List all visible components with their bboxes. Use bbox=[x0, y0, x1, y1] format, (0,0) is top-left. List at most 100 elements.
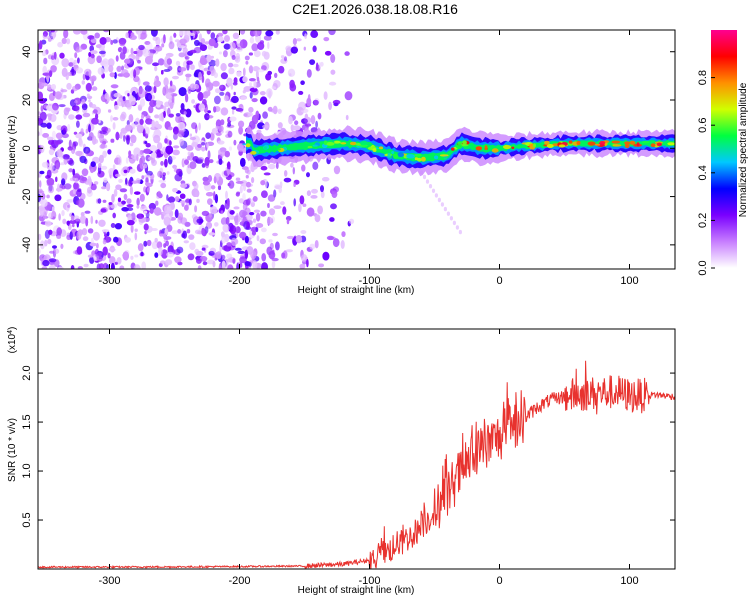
heatmap-cell bbox=[168, 140, 172, 146]
heatmap-cell bbox=[65, 107, 71, 112]
heatmap-cell bbox=[202, 261, 208, 266]
heatmap-cell bbox=[172, 149, 180, 156]
heatmap-cell bbox=[250, 165, 255, 173]
heatmap-cell bbox=[177, 261, 183, 266]
heatmap-cell bbox=[123, 169, 128, 174]
heatmap-cell bbox=[118, 37, 127, 45]
heatmap-cell bbox=[284, 56, 287, 62]
heatmap-cell bbox=[112, 117, 119, 121]
heatmap-cell bbox=[187, 155, 191, 161]
heatmap-cell bbox=[136, 213, 144, 219]
heatmap-cell bbox=[148, 105, 154, 114]
heatmap-cell bbox=[71, 105, 80, 112]
heatmap-cell bbox=[261, 190, 268, 198]
heatmap-cell bbox=[146, 239, 152, 247]
heatmap-cell bbox=[81, 168, 89, 177]
heatmap-cell bbox=[238, 126, 244, 135]
heatmap-cell bbox=[263, 35, 272, 41]
heatmap-cell bbox=[187, 86, 192, 94]
heatmap-cell bbox=[242, 183, 247, 192]
heatmap-cell bbox=[332, 99, 341, 105]
heatmap-cell bbox=[177, 212, 184, 221]
heatmap-hotspot bbox=[576, 140, 581, 146]
snr-ticks: -300 -200 -100 0 100 0.5 1.0 1.5 2.0 bbox=[21, 329, 675, 587]
heatmap-cell bbox=[75, 114, 83, 120]
heatmap-cell bbox=[196, 257, 202, 264]
heatmap-cell bbox=[328, 101, 332, 110]
heatmap-cell bbox=[108, 202, 113, 206]
heatmap-cell bbox=[328, 30, 336, 36]
heatmap-cell bbox=[310, 195, 318, 199]
heatmap-cell bbox=[265, 30, 274, 37]
heatmap-cell bbox=[106, 182, 111, 192]
heatmap-hotspot bbox=[511, 146, 515, 150]
heatmap-cell bbox=[306, 190, 311, 197]
heatmap-cell bbox=[68, 168, 74, 173]
heatmap-cell bbox=[136, 197, 140, 206]
heatmap-cell bbox=[38, 173, 41, 178]
heatmap-cell bbox=[139, 157, 143, 166]
heatmap-cell bbox=[226, 168, 231, 175]
heatmap-cell bbox=[171, 94, 175, 104]
heatmap-cell bbox=[195, 190, 200, 198]
heatmap-cell bbox=[199, 44, 207, 51]
heatmap-cell bbox=[119, 131, 123, 139]
heatmap-cell bbox=[161, 43, 165, 48]
heatmap-cell bbox=[317, 205, 323, 215]
snr-panel: -300 -200 -100 0 100 0.5 1.0 1.5 2.0 Height of s… bbox=[7, 327, 676, 596]
heatmap-cell bbox=[88, 52, 92, 57]
heatmap-cell bbox=[218, 158, 223, 165]
heatmap-cell bbox=[322, 177, 330, 182]
heatmap-hotspot bbox=[544, 140, 550, 145]
heatmap-cell bbox=[348, 218, 355, 225]
heatmap-cell bbox=[82, 112, 91, 118]
heatmap-cell bbox=[185, 93, 189, 103]
heatmap-cell bbox=[128, 179, 133, 187]
heatmap-cell bbox=[236, 262, 240, 269]
colorbar-tick-label: 0.6 bbox=[697, 118, 709, 133]
heatmap-cell bbox=[101, 126, 109, 132]
heatmap-cell bbox=[272, 232, 278, 237]
heatmap-cell bbox=[230, 84, 234, 90]
y-tick-label: -20 bbox=[21, 189, 33, 205]
heatmap-cell bbox=[97, 67, 105, 75]
heatmap-cell bbox=[292, 125, 301, 131]
heatmap-hotspot bbox=[378, 146, 384, 150]
heatmap-cell bbox=[126, 204, 134, 208]
heatmap-cell bbox=[458, 229, 462, 235]
heatmap-hotspot bbox=[312, 144, 318, 147]
heatmap-cell bbox=[39, 40, 43, 50]
heatmap-cell bbox=[102, 64, 110, 73]
heatmap-cell bbox=[249, 36, 255, 44]
heatmap-cell bbox=[162, 174, 166, 181]
heatmap-hotspot bbox=[629, 140, 636, 145]
heatmap-cell bbox=[116, 257, 122, 265]
heatmap-cell bbox=[109, 72, 116, 78]
heatmap-cell bbox=[39, 111, 47, 121]
heatmap-cell bbox=[89, 242, 98, 247]
heatmap-cell bbox=[232, 32, 240, 39]
heatmap-cell bbox=[90, 50, 98, 54]
heatmap-hotspot bbox=[624, 143, 630, 149]
heatmap-cell bbox=[187, 253, 195, 261]
heatmap-cell bbox=[139, 193, 145, 202]
heatmap-cell bbox=[214, 222, 219, 227]
heatmap-cell bbox=[145, 182, 150, 186]
heatmap-cell bbox=[260, 166, 268, 171]
heatmap-cell bbox=[189, 133, 192, 137]
heatmap-cell bbox=[76, 230, 82, 240]
heatmap-cell bbox=[235, 177, 241, 181]
heatmap-cell bbox=[220, 210, 224, 215]
heatmap-cell bbox=[210, 32, 216, 40]
heatmap-cell bbox=[106, 231, 110, 237]
heatmap-cell bbox=[243, 67, 246, 77]
heatmap-cell bbox=[163, 77, 169, 87]
heatmap-cell bbox=[77, 266, 83, 269]
heatmap-cell bbox=[54, 140, 62, 145]
heatmap-cell bbox=[51, 206, 55, 213]
heatmap-cell bbox=[112, 212, 116, 219]
heatmap-cell bbox=[173, 145, 180, 149]
heatmap-cell bbox=[242, 211, 248, 216]
heatmap-cell bbox=[232, 258, 236, 264]
